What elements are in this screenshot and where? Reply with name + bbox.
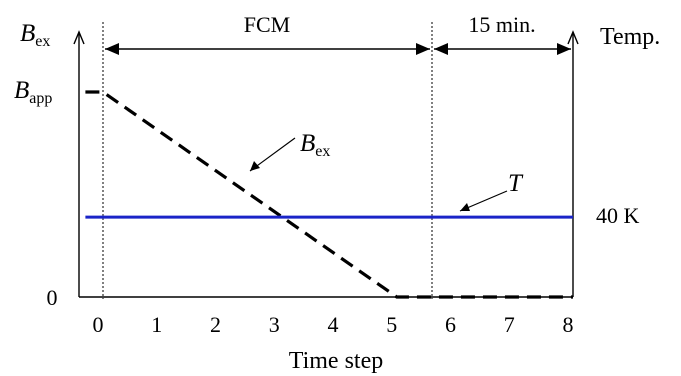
x-tick-label-1: 1 — [151, 312, 162, 337]
right-axis-arrowhead — [567, 30, 579, 45]
x-tick-label-7: 7 — [504, 312, 515, 337]
series-bex-line — [85, 90, 573, 299]
right-tick-40k: 40 K — [596, 203, 640, 228]
x-tick-label-2: 2 — [210, 312, 221, 337]
right-axis-title: Temp. — [600, 24, 660, 50]
x-axis-title: Time step — [289, 348, 383, 374]
x-tick-label-4: 4 — [328, 312, 339, 337]
phase-label-fcm: FCM — [244, 12, 290, 37]
phase-label-15min: 15 min. — [468, 12, 535, 37]
x-tick-label-3: 3 — [269, 312, 280, 337]
annotation-bex: Bex — [249, 130, 330, 172]
x-tick-labels: 0 1 2 3 4 5 6 7 8 — [93, 312, 574, 337]
left-axis-arrowhead — [73, 30, 85, 45]
phase-arrow-15min — [434, 43, 571, 55]
svg-text:T: T — [508, 170, 524, 197]
left-tick-bapp: Bapp — [14, 77, 52, 107]
phase-arrow-fcm — [105, 43, 430, 55]
svg-text:Bex: Bex — [300, 130, 330, 160]
left-axis-title: Bex — [20, 20, 50, 50]
x-tick-label-5: 5 — [386, 312, 397, 337]
left-tick-zero: 0 — [47, 285, 58, 310]
annotation-temperature: T — [459, 170, 524, 212]
x-tick-label-8: 8 — [563, 312, 574, 337]
x-tick-label-6: 6 — [445, 312, 456, 337]
x-tick-label-0: 0 — [93, 312, 104, 337]
